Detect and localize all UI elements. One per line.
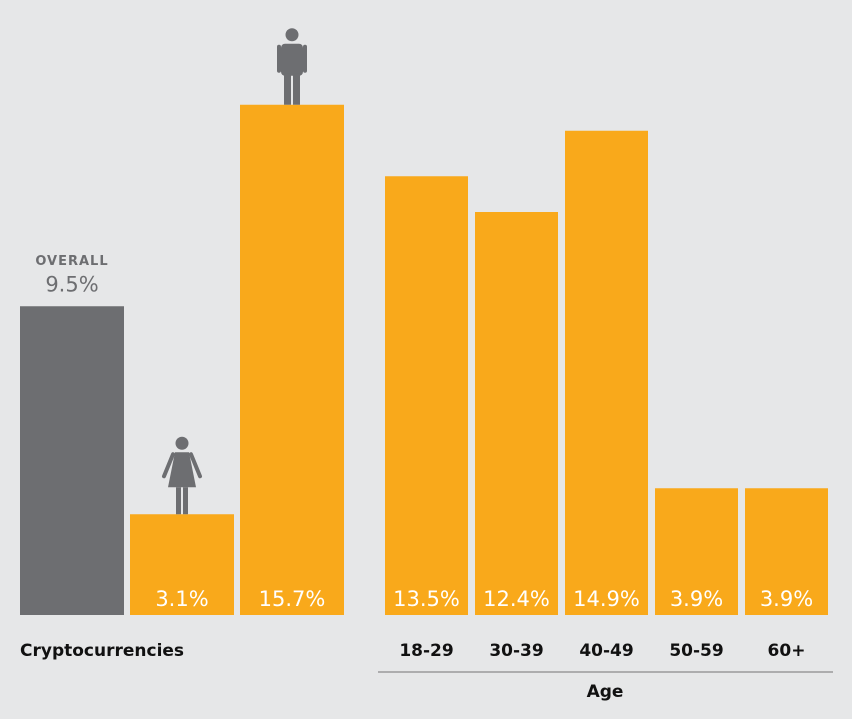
- value-label: 3.9%: [760, 587, 813, 611]
- bar: [130, 514, 234, 615]
- value-label: 9.5%: [45, 272, 98, 296]
- bar: [745, 488, 828, 615]
- man-icon: [284, 73, 291, 105]
- value-label: 14.9%: [573, 587, 640, 611]
- bar: [240, 104, 344, 615]
- woman-icon: [162, 452, 202, 479]
- value-label: 13.5%: [393, 587, 460, 611]
- x-tick-label: 40-49: [579, 641, 633, 661]
- value-label: 3.9%: [670, 587, 723, 611]
- value-label: 12.4%: [483, 587, 550, 611]
- man-icon: [303, 44, 307, 73]
- bar: [385, 176, 468, 615]
- group-label: Cryptocurrencies: [20, 641, 184, 661]
- woman-icon: [175, 436, 189, 450]
- man-icon: [285, 28, 299, 42]
- x-tick-label: 60+: [768, 641, 806, 661]
- bar: [565, 130, 648, 615]
- x-tick-label: 50-59: [669, 641, 723, 661]
- x-tick-label: 18-29: [399, 641, 453, 661]
- bar: [655, 488, 738, 615]
- value-label: 3.1%: [155, 587, 208, 611]
- woman-icon: [176, 487, 181, 515]
- woman-icon: [183, 487, 188, 515]
- annotation: OVERALL: [35, 254, 108, 269]
- man-icon: [293, 73, 300, 105]
- bar: [475, 212, 558, 615]
- man-icon: [281, 43, 303, 76]
- bar: [20, 306, 124, 615]
- woman-icon: [168, 452, 196, 488]
- x-tick-label: 30-39: [489, 641, 543, 661]
- group-label: Age: [587, 682, 624, 702]
- value-label: 15.7%: [259, 587, 326, 611]
- man-icon: [277, 44, 281, 73]
